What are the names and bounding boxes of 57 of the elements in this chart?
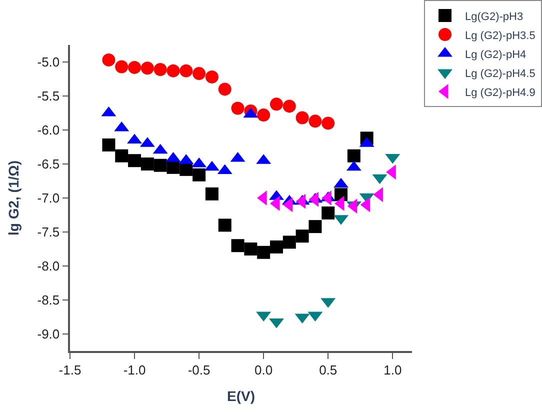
point bbox=[257, 246, 270, 259]
point bbox=[322, 116, 335, 130]
y-tick-label: -5.0 bbox=[37, 54, 60, 70]
point bbox=[115, 149, 128, 162]
x-axis-title: E(V) bbox=[227, 388, 255, 404]
point bbox=[180, 64, 193, 78]
point bbox=[347, 149, 360, 162]
point bbox=[257, 108, 270, 122]
point bbox=[154, 62, 167, 76]
point bbox=[270, 240, 283, 254]
point bbox=[192, 67, 206, 80]
point bbox=[154, 158, 167, 172]
y-tick-label: -8.5 bbox=[37, 292, 60, 308]
legend-label: Lg(G2)-pH3 bbox=[465, 10, 524, 23]
y-tick-label: -5.5 bbox=[37, 88, 60, 104]
point bbox=[166, 64, 180, 78]
point bbox=[192, 168, 206, 182]
x-tick-label: 0.5 bbox=[319, 362, 338, 378]
point bbox=[102, 138, 116, 152]
point bbox=[218, 82, 232, 96]
legend-label: Lg (G2)-pH4.5 bbox=[465, 68, 536, 80]
point bbox=[282, 236, 296, 249]
legend-label: Lg (G2)-pH3.5 bbox=[465, 30, 536, 42]
y-tick-label: -6.5 bbox=[37, 156, 60, 172]
x-tick-label: -0.5 bbox=[188, 362, 210, 378]
point bbox=[322, 206, 335, 220]
y-tick-label: -9.0 bbox=[37, 326, 60, 342]
x-tick-label: 0.0 bbox=[254, 362, 273, 378]
point bbox=[128, 154, 142, 168]
point bbox=[140, 62, 154, 75]
point bbox=[282, 100, 296, 113]
point bbox=[231, 239, 244, 252]
point bbox=[270, 98, 283, 111]
point bbox=[205, 70, 218, 84]
legend-label: Lg (G2)-pH4 bbox=[465, 48, 526, 61]
y-axis-title: lg G2, (1/Ω) bbox=[5, 160, 22, 236]
point bbox=[308, 220, 322, 234]
point bbox=[308, 114, 322, 128]
x-tick-label: -1.5 bbox=[58, 362, 82, 378]
point bbox=[231, 102, 244, 115]
point bbox=[296, 111, 309, 124]
point bbox=[296, 230, 309, 243]
y-tick-label: -6.0 bbox=[37, 122, 60, 138]
point bbox=[180, 162, 193, 176]
y-tick-label: -8.0 bbox=[37, 258, 60, 274]
y-tick-label: -7.5 bbox=[37, 224, 60, 240]
legend-label: Lg (G2)-pH4.9 bbox=[465, 86, 536, 99]
x-tick-label: 1.0 bbox=[384, 362, 402, 378]
point bbox=[205, 187, 218, 200]
y-tick-label: -7.0 bbox=[37, 190, 60, 206]
point bbox=[140, 158, 154, 170]
point bbox=[218, 218, 232, 232]
point bbox=[115, 60, 128, 74]
x-tick-label: -1.0 bbox=[123, 362, 146, 378]
point bbox=[244, 242, 258, 256]
point bbox=[102, 53, 116, 66]
point bbox=[128, 60, 142, 74]
